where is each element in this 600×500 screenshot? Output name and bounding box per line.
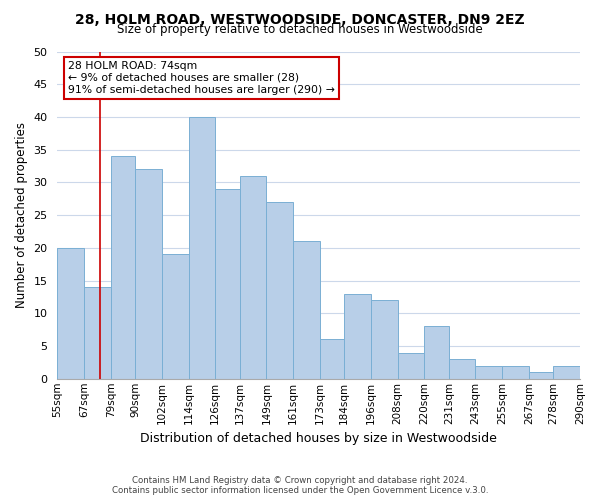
Bar <box>266 202 293 379</box>
Bar <box>188 117 215 379</box>
Bar <box>135 170 162 379</box>
Bar <box>475 366 502 379</box>
Bar <box>502 366 529 379</box>
Text: 28 HOLM ROAD: 74sqm
← 9% of detached houses are smaller (28)
91% of semi-detache: 28 HOLM ROAD: 74sqm ← 9% of detached hou… <box>68 62 335 94</box>
Bar <box>240 176 266 379</box>
Bar <box>449 359 475 379</box>
Bar <box>58 248 84 379</box>
Bar <box>424 326 449 379</box>
Text: Contains HM Land Registry data © Crown copyright and database right 2024.
Contai: Contains HM Land Registry data © Crown c… <box>112 476 488 495</box>
X-axis label: Distribution of detached houses by size in Westwoodside: Distribution of detached houses by size … <box>140 432 497 445</box>
Bar <box>553 366 580 379</box>
Bar <box>293 242 320 379</box>
Bar <box>84 287 111 379</box>
Bar <box>529 372 553 379</box>
Bar <box>162 254 188 379</box>
Bar <box>111 156 135 379</box>
Bar <box>371 300 398 379</box>
Bar <box>344 294 371 379</box>
Bar <box>215 189 240 379</box>
Text: 28, HOLM ROAD, WESTWOODSIDE, DONCASTER, DN9 2EZ: 28, HOLM ROAD, WESTWOODSIDE, DONCASTER, … <box>75 12 525 26</box>
Y-axis label: Number of detached properties: Number of detached properties <box>15 122 28 308</box>
Bar <box>398 352 424 379</box>
Text: Size of property relative to detached houses in Westwoodside: Size of property relative to detached ho… <box>117 22 483 36</box>
Bar <box>320 340 344 379</box>
